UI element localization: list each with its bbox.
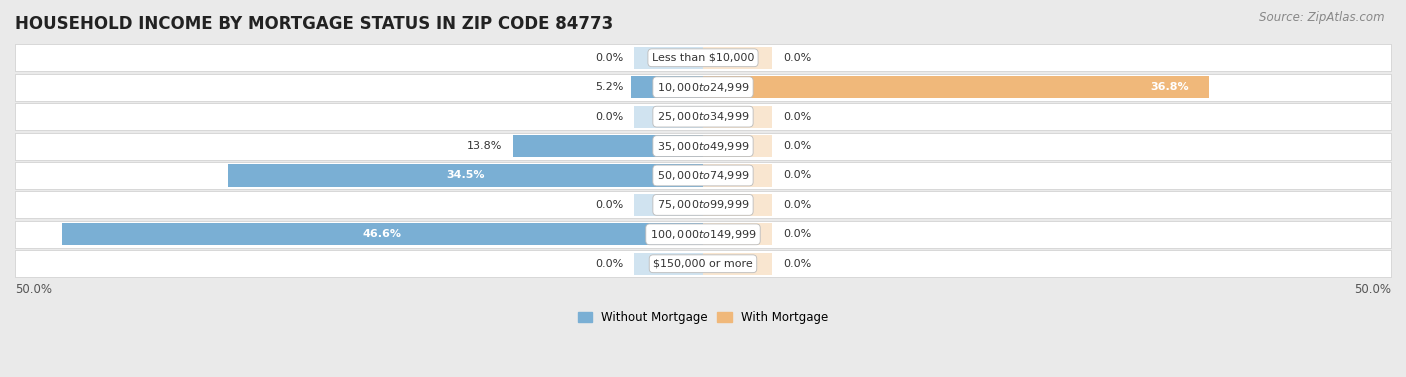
Text: 0.0%: 0.0% (783, 112, 811, 122)
Text: Less than $10,000: Less than $10,000 (652, 53, 754, 63)
Text: $100,000 to $149,999: $100,000 to $149,999 (650, 228, 756, 241)
Bar (15, 44, 1391, 71)
Bar (703, 223, 772, 245)
Bar (634, 253, 703, 275)
Text: 0.0%: 0.0% (595, 200, 623, 210)
Bar (62, 223, 703, 245)
Bar (15, 250, 1391, 277)
Text: 0.0%: 0.0% (595, 53, 623, 63)
Text: 0.0%: 0.0% (595, 112, 623, 122)
Text: HOUSEHOLD INCOME BY MORTGAGE STATUS IN ZIP CODE 84773: HOUSEHOLD INCOME BY MORTGAGE STATUS IN Z… (15, 15, 613, 33)
Bar (15, 74, 1391, 101)
Text: 5.2%: 5.2% (595, 82, 623, 92)
Text: $25,000 to $34,999: $25,000 to $34,999 (657, 110, 749, 123)
Text: 0.0%: 0.0% (783, 53, 811, 63)
Bar (703, 47, 772, 69)
Bar (703, 106, 772, 128)
Text: $150,000 or more: $150,000 or more (654, 259, 752, 269)
Text: 0.0%: 0.0% (783, 259, 811, 269)
Bar (703, 135, 772, 157)
Bar (15, 103, 1391, 130)
Bar (15, 221, 1391, 248)
Bar (634, 47, 703, 69)
Text: $35,000 to $49,999: $35,000 to $49,999 (657, 139, 749, 153)
Text: 0.0%: 0.0% (783, 229, 811, 239)
Bar (631, 76, 703, 98)
Bar (15, 132, 1391, 159)
Bar (703, 253, 772, 275)
Text: 0.0%: 0.0% (783, 200, 811, 210)
Text: 50.0%: 50.0% (15, 283, 52, 296)
Text: 13.8%: 13.8% (467, 141, 502, 151)
Text: 36.8%: 36.8% (1150, 82, 1188, 92)
Bar (15, 192, 1391, 218)
Text: Source: ZipAtlas.com: Source: ZipAtlas.com (1260, 11, 1385, 24)
Text: 50.0%: 50.0% (1354, 283, 1391, 296)
Bar (703, 194, 772, 216)
Text: 34.5%: 34.5% (446, 170, 485, 181)
Text: 0.0%: 0.0% (783, 141, 811, 151)
Text: $50,000 to $74,999: $50,000 to $74,999 (657, 169, 749, 182)
Bar (703, 76, 1209, 98)
Bar (634, 106, 703, 128)
Bar (228, 164, 703, 187)
Text: $75,000 to $99,999: $75,000 to $99,999 (657, 198, 749, 211)
Text: 0.0%: 0.0% (595, 259, 623, 269)
Bar (513, 135, 703, 157)
Bar (634, 194, 703, 216)
Legend: Without Mortgage, With Mortgage: Without Mortgage, With Mortgage (574, 306, 832, 329)
Bar (703, 164, 772, 187)
Text: 46.6%: 46.6% (363, 229, 402, 239)
Text: 0.0%: 0.0% (783, 170, 811, 181)
Text: $10,000 to $24,999: $10,000 to $24,999 (657, 81, 749, 94)
Bar (15, 162, 1391, 189)
